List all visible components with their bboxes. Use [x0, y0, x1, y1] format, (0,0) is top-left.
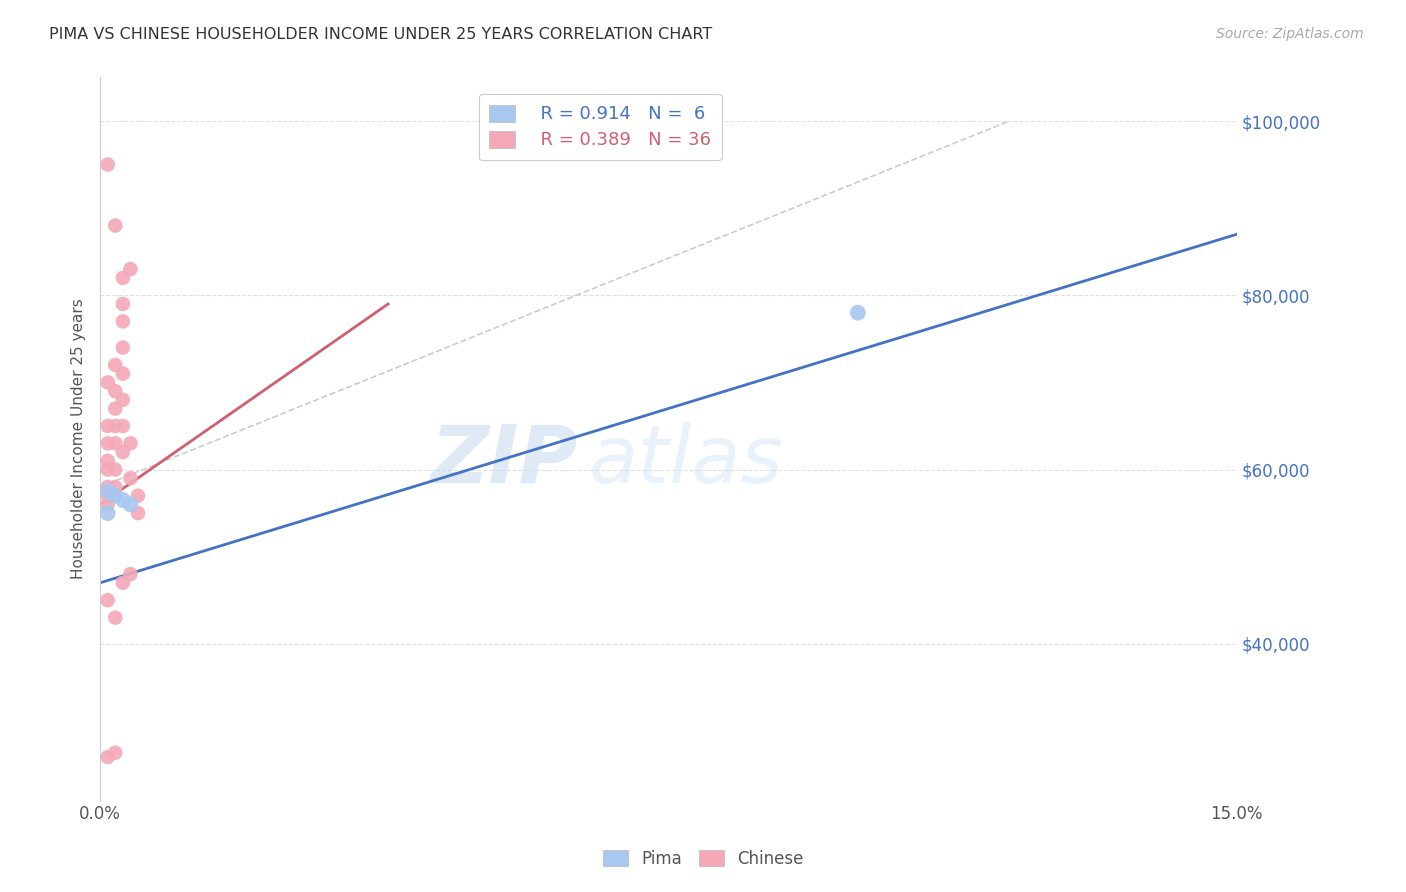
- Point: [104, 419, 127, 434]
- Point: [127, 489, 149, 503]
- Point: [97, 489, 120, 503]
- Y-axis label: Householder Income Under 25 years: Householder Income Under 25 years: [72, 299, 86, 580]
- Text: atlas: atlas: [589, 422, 783, 500]
- Point: [97, 462, 120, 476]
- Point: [97, 506, 120, 520]
- Point: [111, 445, 134, 459]
- Point: [104, 489, 127, 503]
- Point: [111, 493, 134, 508]
- Point: [104, 219, 127, 233]
- Point: [111, 575, 134, 590]
- Point: [97, 376, 120, 390]
- Point: [104, 462, 127, 476]
- Point: [111, 314, 134, 328]
- Point: [97, 419, 120, 434]
- Point: [120, 497, 142, 511]
- Text: Source: ZipAtlas.com: Source: ZipAtlas.com: [1216, 27, 1364, 41]
- Point: [97, 593, 120, 607]
- Point: [97, 157, 120, 171]
- Point: [104, 480, 127, 494]
- Point: [97, 750, 120, 764]
- Legend:   R = 0.914   N =  6,   R = 0.389   N = 36: R = 0.914 N = 6, R = 0.389 N = 36: [478, 94, 721, 161]
- Point: [97, 454, 120, 468]
- Point: [120, 436, 142, 450]
- Point: [111, 341, 134, 355]
- Point: [111, 367, 134, 381]
- Point: [104, 610, 127, 624]
- Point: [97, 484, 120, 499]
- Point: [97, 497, 120, 511]
- Point: [111, 297, 134, 311]
- Point: [846, 306, 869, 320]
- Text: PIMA VS CHINESE HOUSEHOLDER INCOME UNDER 25 YEARS CORRELATION CHART: PIMA VS CHINESE HOUSEHOLDER INCOME UNDER…: [49, 27, 713, 42]
- Point: [120, 262, 142, 277]
- Point: [104, 746, 127, 760]
- Point: [111, 419, 134, 434]
- Point: [111, 392, 134, 407]
- Point: [127, 506, 149, 520]
- Legend: Pima, Chinese: Pima, Chinese: [596, 844, 810, 875]
- Point: [104, 436, 127, 450]
- Text: ZIP: ZIP: [430, 422, 578, 500]
- Point: [97, 436, 120, 450]
- Point: [111, 270, 134, 285]
- Point: [104, 358, 127, 372]
- Point: [120, 567, 142, 582]
- Point: [104, 401, 127, 416]
- Point: [97, 480, 120, 494]
- Point: [104, 384, 127, 398]
- Point: [120, 471, 142, 485]
